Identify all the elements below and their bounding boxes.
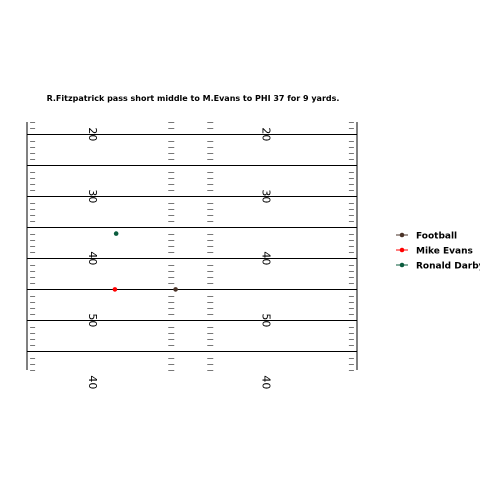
player-points: [112, 231, 178, 292]
chart-title: R.Fitzpatrick pass short middle to M.Eva…: [47, 94, 340, 103]
point-football: [173, 287, 178, 292]
yard-number: 20: [86, 127, 99, 141]
legend-marker: [399, 247, 405, 253]
yard-number: 40: [86, 375, 99, 389]
legend-label: Ronald Darby: [416, 262, 480, 272]
yard-number: 50: [259, 313, 272, 327]
yard-number: 30: [86, 189, 99, 203]
yard-number: 20: [259, 127, 272, 141]
legend-marker: [399, 262, 405, 268]
yard-number: 50: [86, 313, 99, 327]
point-mike-evans: [112, 287, 118, 292]
legend-marker: [399, 232, 405, 238]
yard-number: 30: [259, 189, 272, 203]
yard-number: 40: [259, 251, 272, 265]
point-ronald-darby: [113, 231, 119, 236]
legend-label: Mike Evans: [416, 247, 473, 257]
yard-number: 40: [86, 251, 99, 265]
legend: Football Mike Evans Ronald Darby: [396, 232, 480, 272]
football-field: 20 20 30 30 40 40 50 50 40 40: [26, 122, 358, 389]
yard-number: 40: [259, 375, 272, 389]
legend-label: Football: [416, 232, 457, 242]
